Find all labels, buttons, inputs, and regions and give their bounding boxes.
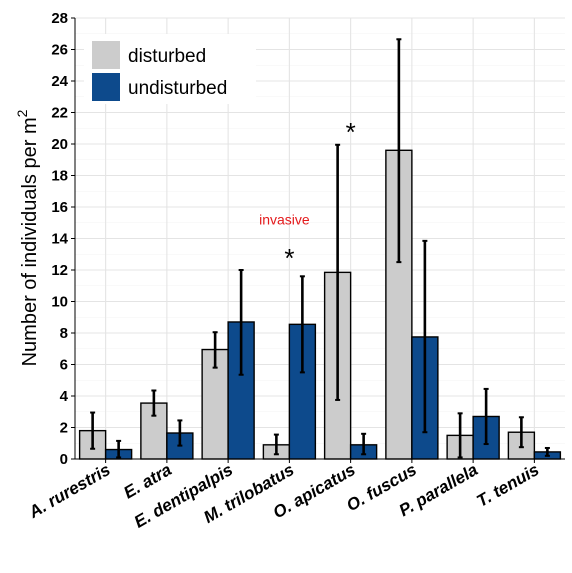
y-tick-label: 2 — [60, 420, 68, 437]
y-tick-label: 18 — [51, 168, 68, 185]
y-axis-label: Number of individuals per m2 — [14, 109, 41, 366]
y-tick-label: 26 — [51, 42, 68, 59]
annotation-label: invasive — [259, 211, 310, 227]
error-bars — [90, 38, 550, 459]
legend-label-undisturbed: undisturbed — [128, 78, 227, 99]
y-tick-label: 4 — [60, 388, 69, 405]
y-tick-label: 6 — [60, 357, 68, 374]
grid-lines — [75, 17, 565, 460]
x-tick-label: T. tenuis — [473, 460, 542, 511]
y-tick-label: 28 — [51, 10, 68, 27]
legend-swatch-undisturbed — [92, 73, 120, 101]
significance-asterisk: * — [346, 117, 356, 147]
y-tick-label: 24 — [51, 73, 68, 90]
y-tick-label: 14 — [51, 231, 68, 248]
legend: disturbed undisturbed — [84, 34, 256, 104]
annotations: * invasive * — [259, 117, 356, 273]
y-tick-label: 16 — [51, 199, 68, 216]
legend-swatch-disturbed — [92, 41, 120, 69]
x-tick-label: A. rurestris — [25, 460, 114, 522]
bars — [78, 149, 562, 460]
legend-label-disturbed: disturbed — [128, 46, 206, 67]
y-tick-label: 22 — [51, 105, 68, 122]
y-tick-label: 20 — [51, 136, 68, 153]
y-axis-label-superscript: 2 — [14, 109, 30, 117]
y-tick-label: 12 — [51, 262, 68, 279]
y-tick-label: 10 — [51, 294, 68, 311]
y-tick-label: 8 — [60, 325, 68, 342]
significance-asterisk: * — [284, 243, 294, 273]
y-tick-label: 0 — [60, 451, 68, 468]
